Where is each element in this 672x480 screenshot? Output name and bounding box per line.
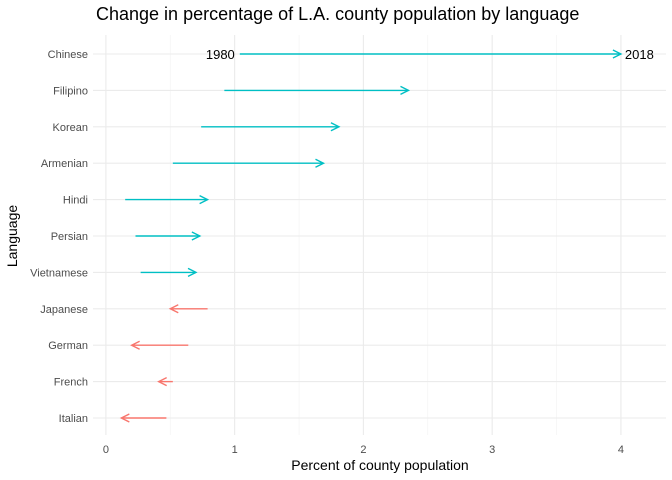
- arrow-head: [315, 158, 326, 168]
- y-tick-label: Armenian: [41, 158, 88, 170]
- x-tick-labels: 0 1 2 3 4: [103, 444, 624, 456]
- y-tick-label: Korean: [53, 122, 88, 134]
- arrow-head: [400, 85, 411, 96]
- arrow-head: [191, 231, 202, 241]
- arrow-armenian: [172, 158, 326, 168]
- y-tick-label: Hindi: [63, 195, 88, 207]
- arrow-head: [187, 267, 198, 278]
- arrow-hindi: [125, 194, 210, 205]
- arrow-head: [612, 49, 623, 59]
- y-tick-label: French: [54, 377, 88, 389]
- y-tick-label: Filipino: [53, 85, 88, 97]
- arrow-vietnamese: [140, 267, 198, 278]
- y-tick-label: Vietnamese: [30, 267, 88, 279]
- y-tick-labels: Chinese Filipino Korean Armenian Hindi Persia…: [30, 49, 88, 425]
- y-tick-label: German: [48, 340, 88, 352]
- x-tick-label: 3: [489, 444, 495, 456]
- x-axis-title: Percent of county population: [291, 457, 468, 473]
- x-tick-label: 2: [360, 444, 366, 456]
- arrow-head: [119, 413, 130, 423]
- end-year-label: 2018: [625, 47, 654, 62]
- arrow-filipino: [224, 85, 411, 96]
- arrow-italian: [119, 413, 167, 423]
- arrow-head: [157, 376, 167, 387]
- grid: [93, 35, 666, 435]
- arrows: [119, 49, 623, 423]
- y-tick-label: Italian: [59, 413, 88, 425]
- arrow-korean: [201, 122, 341, 132]
- arrow-french: [157, 376, 173, 387]
- x-tick-label: 0: [103, 444, 109, 456]
- x-tick-label: 4: [618, 444, 624, 456]
- y-axis-title: Language: [4, 205, 20, 268]
- arrow-german: [130, 340, 189, 350]
- arrow-persian: [135, 231, 202, 241]
- arrow-japanese: [168, 304, 208, 314]
- start-year-label: 1980: [206, 47, 235, 62]
- y-tick-label: Japanese: [40, 304, 88, 316]
- arrow-head: [168, 304, 179, 314]
- arrow-chinese: [239, 49, 623, 59]
- x-tick-label: 1: [232, 444, 238, 456]
- arrow-head: [199, 194, 210, 205]
- y-tick-label: Chinese: [48, 49, 88, 61]
- arrow-head: [330, 122, 341, 132]
- y-tick-label: Persian: [51, 231, 88, 243]
- chart-title: Change in percentage of L.A. county popu…: [96, 4, 579, 24]
- arrow-head: [130, 340, 140, 350]
